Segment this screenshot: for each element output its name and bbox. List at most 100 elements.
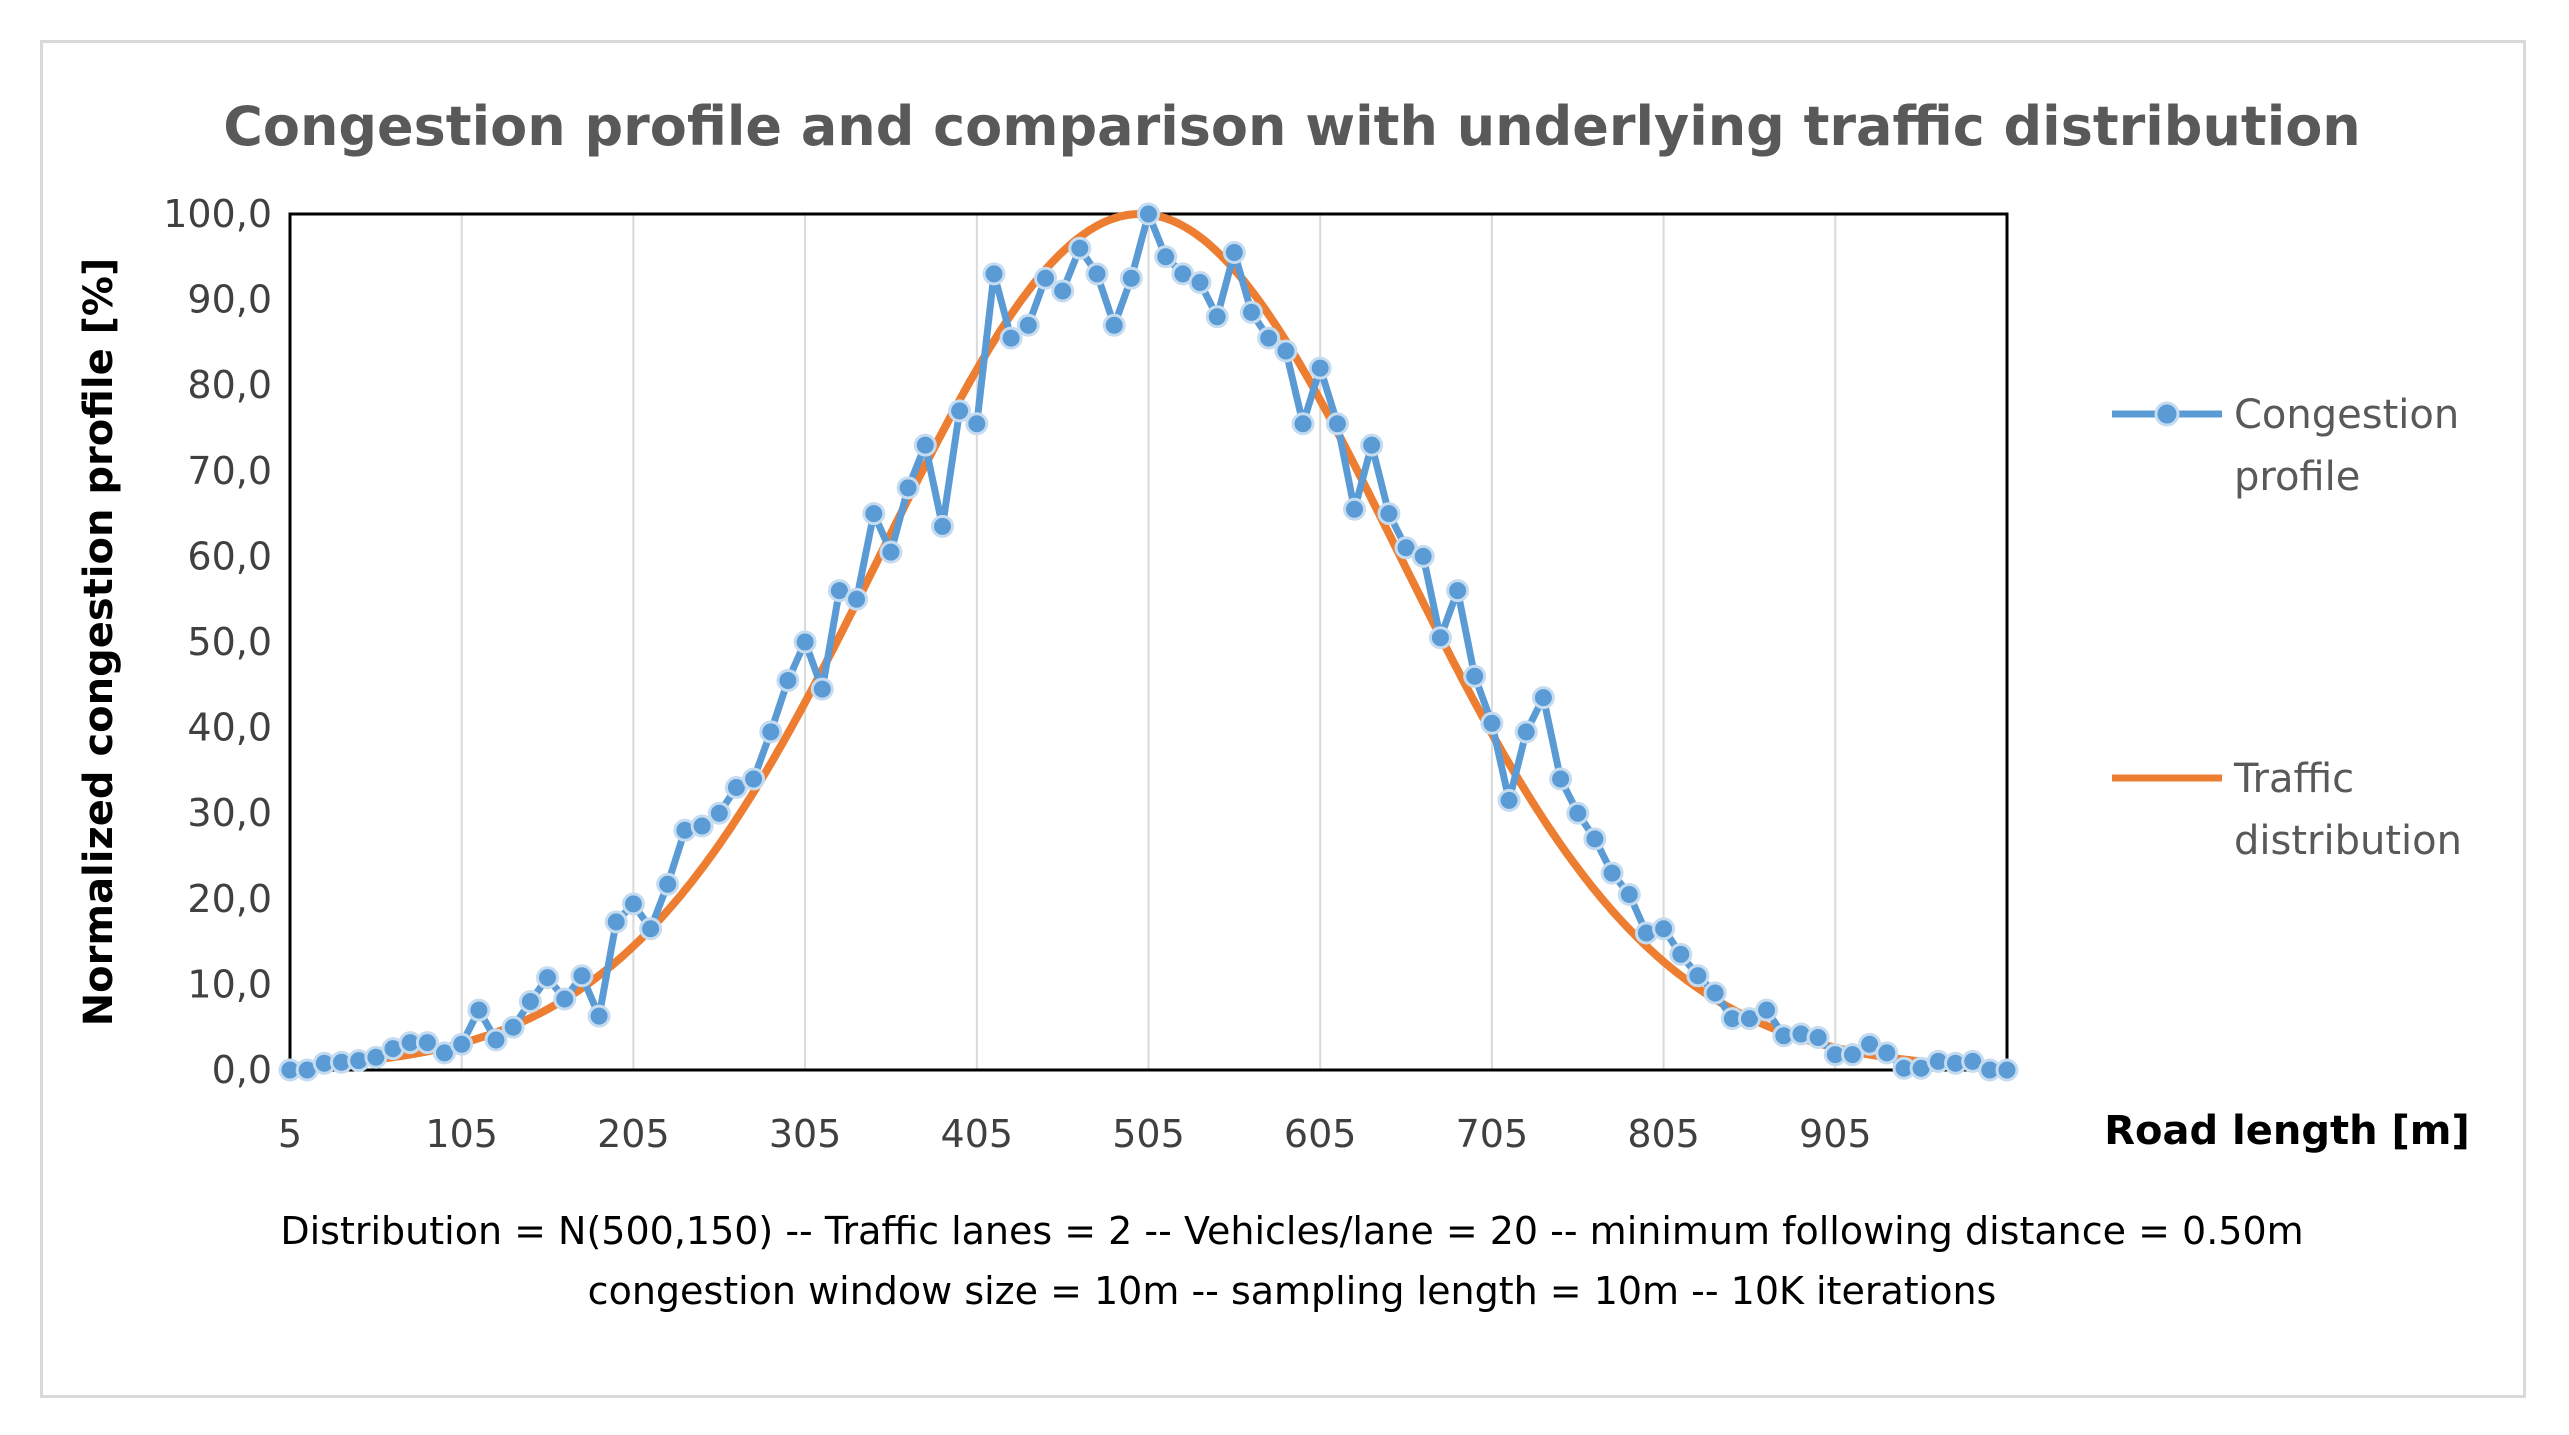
x-tick-label: 605 [1284, 1112, 1357, 1156]
congestion-point [896, 476, 920, 500]
congestion-point [1274, 339, 1298, 363]
congestion-point [999, 326, 1023, 350]
congestion-point [1360, 433, 1384, 457]
y-tick-label: 100,0 [163, 192, 272, 236]
congestion-point [415, 1031, 439, 1055]
congestion-point [965, 412, 989, 436]
congestion-point [1085, 262, 1109, 286]
congestion-point [1617, 883, 1641, 906]
congestion-point [1703, 981, 1727, 1005]
congestion-point [621, 892, 645, 916]
chart-frame [40, 40, 2526, 1398]
legend-item-congestion: Congestion profile [2112, 392, 2459, 500]
x-tick-label: 205 [597, 1112, 670, 1156]
parameters-note-line-1: Distribution = N(500,150) -- Traffic lan… [280, 1209, 2303, 1253]
congestion-point [1102, 313, 1126, 337]
congestion-point [1841, 1043, 1864, 1067]
legend-congestion-label-1: Congestion [2234, 392, 2459, 438]
congestion-point [1686, 964, 1710, 988]
y-tick-label: 30,0 [187, 791, 272, 835]
congestion-point [1755, 998, 1779, 1022]
congestion-point [536, 966, 559, 990]
x-tick-label: 805 [1627, 1112, 1700, 1156]
congestion-point [1652, 917, 1676, 941]
x-tick-label: 505 [1112, 1112, 1185, 1156]
congestion-point [1531, 686, 1555, 710]
x-axis-label: Road length [m] [2104, 1108, 2470, 1154]
congestion-profile-series [278, 202, 2019, 1082]
congestion-point [1068, 236, 1092, 260]
congestion-point [1875, 1041, 1899, 1065]
congestion-point [913, 433, 937, 457]
congestion-point [810, 677, 834, 701]
legend-congestion-label-2: profile [2234, 454, 2360, 500]
congestion-point [845, 587, 869, 611]
congestion-point [1549, 767, 1573, 791]
congestion-point [1514, 720, 1538, 744]
congestion-point [570, 964, 594, 988]
x-axis-ticks: 5 105 205 305 405 505 605 705 805 905 [278, 1112, 1872, 1156]
congestion-point [1428, 626, 1452, 650]
x-tick-label: 405 [941, 1112, 1014, 1156]
congestion-point [1291, 412, 1315, 436]
congestion-point [1308, 356, 1332, 380]
congestion-point [1600, 861, 1624, 885]
y-axis-ticks: 0,0 10,0 20,0 30,0 40,0 50,0 60,0 70,0 80,0 90,0 1… [163, 192, 272, 1092]
congestion-point [1411, 544, 1435, 568]
legend-traffic-label-2: distribution [2234, 818, 2462, 864]
x-tick-label: 905 [1799, 1112, 1872, 1156]
legend-congestion-marker [2154, 401, 2180, 427]
congestion-point [1016, 313, 1040, 337]
congestion-point [707, 801, 731, 825]
x-tick-label: 105 [425, 1112, 498, 1156]
congestion-point [1154, 245, 1178, 269]
grid [460, 214, 1837, 1070]
congestion-point [948, 399, 972, 423]
congestion-point [742, 767, 766, 791]
x-tick-label: 305 [769, 1112, 842, 1156]
congestion-point [793, 630, 817, 654]
congestion-point [1119, 266, 1143, 290]
congestion-point [1446, 579, 1470, 603]
y-tick-label: 10,0 [187, 962, 272, 1006]
congestion-point [450, 1032, 474, 1056]
y-tick-label: 60,0 [187, 534, 272, 578]
congestion-point [879, 540, 903, 564]
congestion-point [776, 669, 800, 692]
y-tick-label: 90,0 [187, 278, 272, 322]
chart-title: Congestion profile and comparison with u… [223, 95, 2361, 158]
congestion-point [1566, 801, 1590, 825]
congestion-point [1497, 788, 1521, 812]
congestion-point [982, 262, 1006, 286]
congestion-point [639, 917, 663, 941]
y-tick-label: 0,0 [212, 1048, 272, 1092]
congestion-point [604, 910, 628, 934]
congestion-point [1137, 202, 1160, 226]
congestion-point [1669, 942, 1693, 966]
congestion-point [484, 1028, 508, 1052]
congestion-point [656, 872, 680, 896]
y-tick-label: 70,0 [187, 449, 272, 493]
y-tick-label: 20,0 [187, 877, 272, 921]
congestion-point [1257, 326, 1281, 350]
y-tick-label: 80,0 [187, 363, 272, 407]
congestion-point [1377, 502, 1401, 526]
legend-item-traffic: Traffic distribution [2112, 756, 2462, 864]
congestion-point [1480, 711, 1504, 735]
congestion-point [518, 990, 542, 1013]
congestion-point [501, 1015, 525, 1039]
congestion-point [587, 1004, 611, 1028]
congestion-point [553, 987, 577, 1011]
legend: Congestion profile Traffic distribution [2112, 392, 2462, 864]
legend-traffic-label-1: Traffic [2233, 756, 2354, 802]
congestion-point [1343, 497, 1366, 521]
congestion-point [690, 814, 714, 838]
congestion-point [1240, 300, 1263, 324]
y-tick-label: 40,0 [187, 706, 272, 750]
congestion-point [1463, 664, 1487, 688]
y-tick-label: 50,0 [187, 620, 272, 664]
congestion-point [1051, 279, 1075, 303]
congestion-point [1205, 305, 1229, 329]
congestion-point [1806, 1026, 1830, 1049]
